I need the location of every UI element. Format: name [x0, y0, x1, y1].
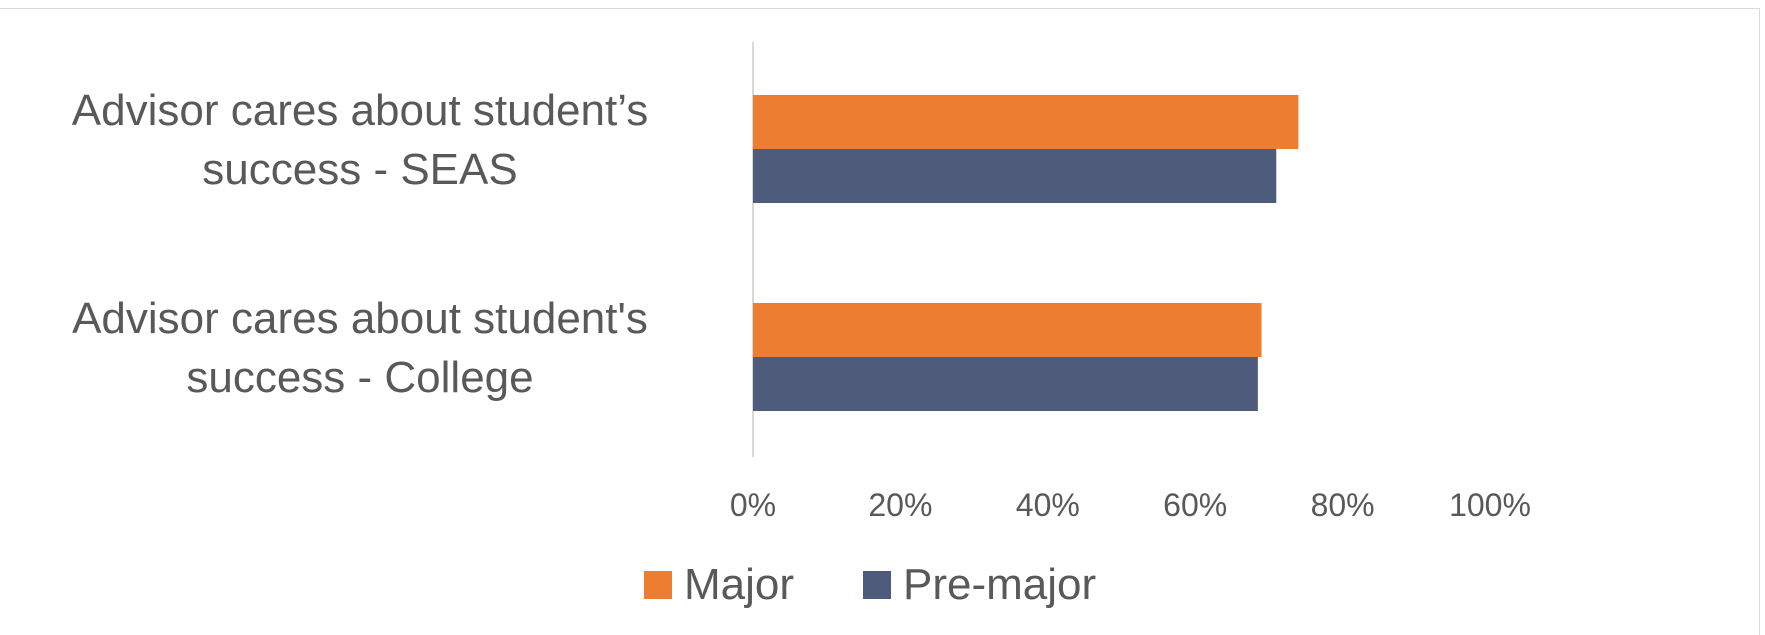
legend-swatch-major	[644, 571, 672, 599]
bar-pre-major-1	[753, 357, 1258, 411]
x-tick-label: 60%	[1163, 487, 1227, 523]
legend-label: Major	[684, 560, 794, 609]
x-tick-label: 20%	[868, 487, 932, 523]
category-label-1: Advisor cares about student's success - C…	[72, 294, 648, 402]
x-tick-label: 40%	[1016, 487, 1080, 523]
legend-label: Pre-major	[903, 560, 1096, 609]
bar-major-1	[753, 303, 1262, 357]
category-label-line: success - SEAS	[202, 145, 517, 194]
category-label-line: Advisor cares about student's	[72, 294, 648, 343]
category-label-0: Advisor cares about student’s success - S…	[72, 86, 648, 194]
x-tick-label: 100%	[1449, 487, 1531, 523]
bar-pre-major-0	[753, 149, 1277, 203]
legend-swatch-pre-major	[863, 571, 891, 599]
bar-major-0	[753, 95, 1299, 149]
category-label-line: success - College	[186, 353, 533, 402]
chart-frame	[0, 8, 1760, 635]
x-tick-label: 0%	[730, 487, 776, 523]
category-label-line: Advisor cares about student’s	[72, 86, 648, 135]
x-tick-label: 80%	[1311, 487, 1375, 523]
